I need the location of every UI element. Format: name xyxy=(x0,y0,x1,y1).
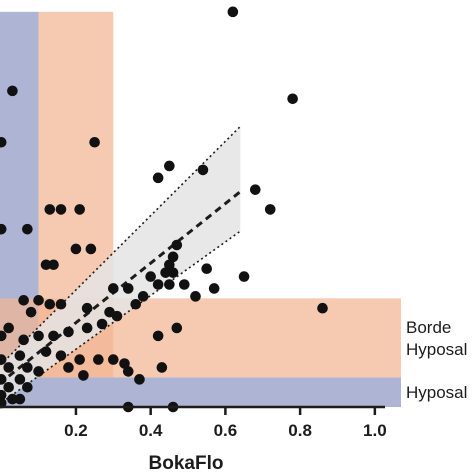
data-point-0-48 xyxy=(33,330,44,342)
band-label-3-0: Borde xyxy=(406,318,451,337)
data-point-0-59 xyxy=(119,358,130,369)
data-point-0-47 xyxy=(18,334,29,346)
data-point-0-9 xyxy=(249,184,261,195)
data-point-0-6 xyxy=(164,160,175,172)
data-point-0-69 xyxy=(134,374,145,385)
data-point-0-54 xyxy=(40,346,52,357)
data-point-0-18 xyxy=(167,251,179,263)
data-point-0-46 xyxy=(3,322,14,334)
band-label-2-0: Hyposal xyxy=(406,383,467,402)
data-point-0-21 xyxy=(167,267,179,278)
data-point-0-49 xyxy=(48,330,59,342)
data-point-0-76 xyxy=(14,393,26,405)
data-point-0-67 xyxy=(78,370,89,381)
data-point-0-33 xyxy=(122,283,134,294)
data-point-0-50 xyxy=(63,326,74,338)
x-ticks: 0.2 0.4 0.6 0.8 1.0 xyxy=(64,407,387,440)
x-tick-label-2: 0.6 xyxy=(214,421,238,440)
data-point-0-12 xyxy=(55,204,67,215)
data-point-0-40 xyxy=(317,302,328,314)
data-point-0-15 xyxy=(70,243,82,255)
data-point-0-56 xyxy=(74,354,85,365)
data-point-0-1 xyxy=(287,93,298,105)
x-axis-label: BokaFlo xyxy=(149,453,224,474)
data-point-0-38 xyxy=(81,302,93,314)
data-point-0-27 xyxy=(178,279,190,290)
data-point-0-73 xyxy=(3,381,14,393)
data-point-0-65 xyxy=(33,366,44,377)
data-point-0-43 xyxy=(44,298,56,310)
band-horizontal-2 xyxy=(0,377,401,407)
x-tick-label-1: 0.4 xyxy=(139,421,163,440)
data-point-0-10 xyxy=(0,223,7,235)
data-point-0-24 xyxy=(40,259,52,271)
band-label-3-1: Hyposal xyxy=(406,340,467,359)
data-point-0-58 xyxy=(108,354,119,365)
data-point-0-22 xyxy=(201,263,213,274)
data-point-0-55 xyxy=(55,350,67,361)
data-point-0-42 xyxy=(33,295,44,306)
data-point-0-30 xyxy=(190,291,201,302)
data-point-0-45 xyxy=(25,306,37,318)
data-point-0-20 xyxy=(160,267,171,278)
data-point-0-0 xyxy=(227,6,239,18)
data-point-0-34 xyxy=(137,291,149,302)
data-point-0-74 xyxy=(22,381,33,393)
data-point-0-78 xyxy=(0,397,7,409)
data-point-0-7 xyxy=(152,172,164,184)
data-point-0-52 xyxy=(0,330,7,342)
data-point-0-77 xyxy=(7,393,18,405)
data-point-0-44 xyxy=(55,298,67,310)
data-point-0-68 xyxy=(122,366,134,377)
data-point-0-39 xyxy=(96,318,108,330)
data-point-0-62 xyxy=(0,354,7,365)
data-point-0-41 xyxy=(18,295,29,306)
x-tick-label-0: 0.2 xyxy=(64,421,88,440)
band-labels: Hyposal Borde Hyposal xyxy=(406,318,467,402)
data-point-0-26 xyxy=(145,271,156,282)
x-tick-label-3: 0.8 xyxy=(288,421,312,440)
data-point-0-70 xyxy=(156,362,168,373)
data-point-0-66 xyxy=(63,362,74,373)
data-point-0-25 xyxy=(48,259,59,271)
data-point-0-16 xyxy=(85,243,97,255)
data-point-0-29 xyxy=(164,279,175,290)
data-point-0-23 xyxy=(238,271,250,282)
data-point-0-31 xyxy=(208,283,220,294)
data-point-0-72 xyxy=(14,374,26,385)
data-point-0-13 xyxy=(74,204,85,215)
data-point-0-71 xyxy=(0,374,7,385)
data-point-0-5 xyxy=(197,164,209,176)
data-point-0-32 xyxy=(108,283,119,294)
data-point-0-28 xyxy=(152,279,164,290)
x-tick-label-4: 1.0 xyxy=(363,421,387,440)
data-point-0-51 xyxy=(81,322,93,334)
confidence-upper-line xyxy=(0,125,241,367)
data-point-0-8 xyxy=(264,204,276,215)
data-point-0-61 xyxy=(171,322,183,334)
confidence-lower-line xyxy=(0,230,241,405)
data-point-0-19 xyxy=(164,259,175,271)
data-point-0-14 xyxy=(22,223,33,235)
data-point-0-53 xyxy=(14,350,26,361)
data-point-0-2 xyxy=(7,85,18,97)
data-point-0-3 xyxy=(89,136,100,148)
data-point-0-37 xyxy=(111,310,123,322)
data-point-0-57 xyxy=(93,354,104,365)
data-point-0-64 xyxy=(22,362,33,373)
data-point-0-11 xyxy=(44,204,56,215)
data-point-0-35 xyxy=(130,298,142,310)
data-point-0-60 xyxy=(152,330,164,342)
data-point-0-17 xyxy=(171,239,183,251)
data-point-0-4 xyxy=(0,136,7,148)
data-point-0-63 xyxy=(3,362,14,373)
